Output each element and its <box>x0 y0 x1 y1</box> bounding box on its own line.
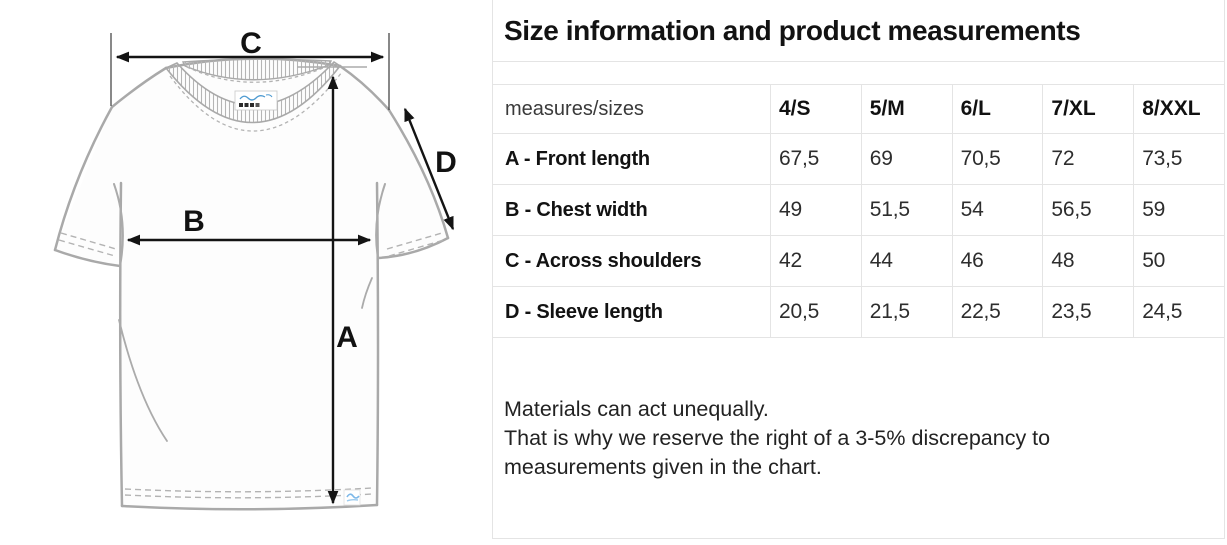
panel-title-row: Size information and product measurement… <box>493 0 1224 62</box>
sleeve-length-l: 22,5 <box>951 287 1043 338</box>
chest-width-s: 49 <box>770 185 861 236</box>
across-shoulders-xl: 48 <box>1042 236 1134 287</box>
size-info-panel: Size information and product measurement… <box>492 0 1225 539</box>
row-label-across-shoulders: C - Across shoulders <box>493 236 770 287</box>
arrow-d-sleeve-length <box>403 107 455 231</box>
chest-width-xl: 56,5 <box>1042 185 1134 236</box>
row-label-front-length: A - Front length <box>493 134 770 185</box>
sleeve-length-xl: 23,5 <box>1042 287 1134 338</box>
front-length-m: 69 <box>860 134 952 185</box>
note-line-1: Materials can act unequally. <box>504 397 769 421</box>
panel-title: Size information and product measurement… <box>504 14 1081 46</box>
table-header-size-s: 4/S <box>770 85 861 134</box>
label-a: A <box>336 321 358 354</box>
table-header-measures-sizes: measures/sizes <box>493 85 770 134</box>
fabric-creases <box>113 183 386 442</box>
across-shoulders-l: 46 <box>951 236 1043 287</box>
front-length-xxl: 73,5 <box>1133 134 1224 185</box>
collar-front-band <box>164 60 342 124</box>
tshirt-measurement-diagram: C B A D <box>0 0 492 545</box>
measurement-guides <box>110 33 390 110</box>
front-length-s: 67,5 <box>770 134 861 185</box>
tshirt-body-fill <box>55 58 448 510</box>
table-header-size-m: 5/M <box>860 85 952 134</box>
label-b: B <box>183 205 205 238</box>
table-header-size-xl: 7/XL <box>1042 85 1134 134</box>
note-line-3: measurements given in the chart. <box>504 455 822 479</box>
tshirt-diagram-svg: C B A D <box>53 27 457 511</box>
sleeve-length-s: 20,5 <box>770 287 861 338</box>
chest-width-l: 54 <box>951 185 1043 236</box>
measurement-arrows <box>115 51 455 505</box>
discrepancy-note: Materials can act unequally. That is why… <box>493 395 1224 482</box>
across-shoulders-s: 42 <box>770 236 861 287</box>
label-d: D <box>435 146 457 179</box>
neck-label <box>234 90 278 111</box>
collar-stitching <box>169 65 343 132</box>
size-table: measures/sizes 4/S 5/M 6/L 7/XL 8/XXL A … <box>493 85 1224 338</box>
row-label-chest-width: B - Chest width <box>493 185 770 236</box>
sleeve-length-xxl: 24,5 <box>1133 287 1224 338</box>
across-shoulders-m: 44 <box>860 236 952 287</box>
label-c: C <box>240 27 262 60</box>
front-length-l: 70,5 <box>951 134 1043 185</box>
chest-width-xxl: 59 <box>1133 185 1224 236</box>
note-line-2: That is why we reserve the right of a 3-… <box>504 426 1051 450</box>
table-header-size-xxl: 8/XXL <box>1133 85 1224 134</box>
across-shoulders-xxl: 50 <box>1133 236 1224 287</box>
hem-tag <box>343 489 361 506</box>
chest-width-m: 51,5 <box>860 185 952 236</box>
front-length-xl: 72 <box>1042 134 1134 185</box>
hem-stitching <box>58 232 445 499</box>
table-header-size-l: 6/L <box>951 85 1043 134</box>
sleeve-length-m: 21,5 <box>860 287 952 338</box>
row-label-sleeve-length: D - Sleeve length <box>493 287 770 338</box>
spacer-row <box>493 62 1224 85</box>
